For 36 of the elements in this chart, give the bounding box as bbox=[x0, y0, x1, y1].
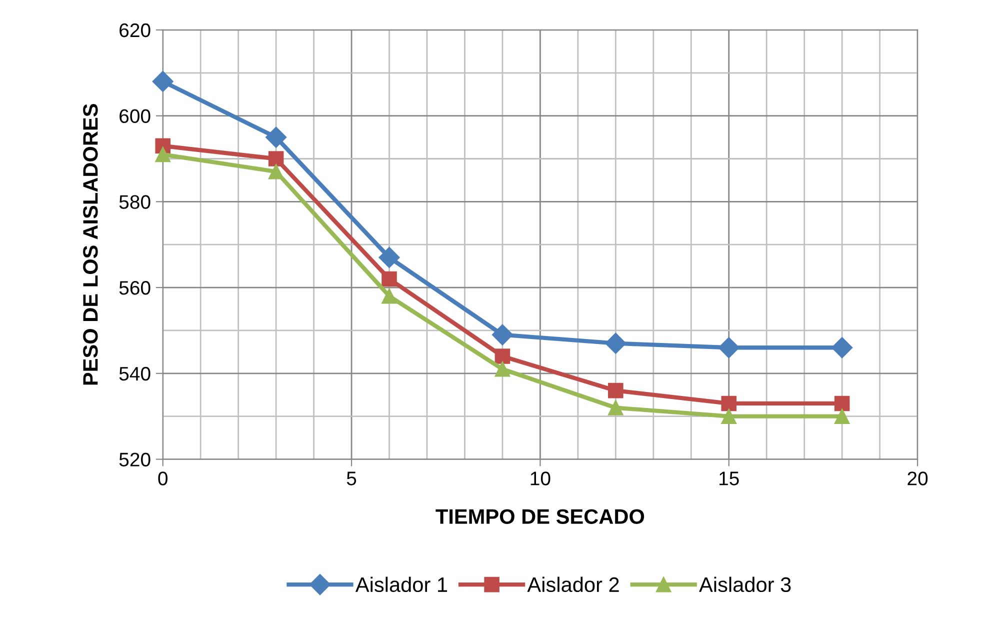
y-tick-label: 540 bbox=[119, 366, 150, 381]
legend-label: Aislador 3 bbox=[699, 576, 791, 592]
y-tick-label: 620 bbox=[120, 23, 150, 38]
point bbox=[268, 151, 284, 166]
point bbox=[382, 271, 397, 287]
x-tick-label: 10 bbox=[530, 472, 550, 486]
point bbox=[492, 324, 513, 346]
point bbox=[608, 400, 624, 416]
point bbox=[832, 337, 853, 358]
point bbox=[382, 288, 397, 304]
point bbox=[605, 332, 626, 354]
point bbox=[155, 146, 170, 162]
point bbox=[494, 348, 510, 364]
point bbox=[608, 382, 624, 398]
x-tick-label: 5 bbox=[346, 472, 356, 486]
point bbox=[494, 361, 510, 377]
y-tick-label: 580 bbox=[119, 195, 150, 209]
point bbox=[378, 246, 400, 268]
point bbox=[721, 408, 736, 424]
point bbox=[834, 408, 850, 424]
point bbox=[268, 164, 284, 180]
point bbox=[266, 126, 287, 148]
x-tick-label: 15 bbox=[720, 472, 739, 486]
point bbox=[834, 396, 850, 412]
legend-label: Aislador 1 bbox=[355, 576, 448, 592]
x-axis-title: TIEMPO DE SECADO bbox=[436, 509, 644, 524]
y-tick-label: 560 bbox=[119, 281, 150, 295]
y-tick-label: 520 bbox=[119, 452, 150, 466]
legend-label: Aislador 2 bbox=[527, 576, 619, 592]
y-tick-label: 600 bbox=[120, 109, 150, 124]
point bbox=[718, 337, 740, 358]
x-tick-label: 20 bbox=[908, 472, 928, 486]
point bbox=[721, 396, 736, 412]
x-tick-label: 0 bbox=[158, 472, 168, 486]
point bbox=[152, 70, 174, 92]
y-axis-title: PESO DE LOS AISLADORES bbox=[83, 104, 98, 385]
